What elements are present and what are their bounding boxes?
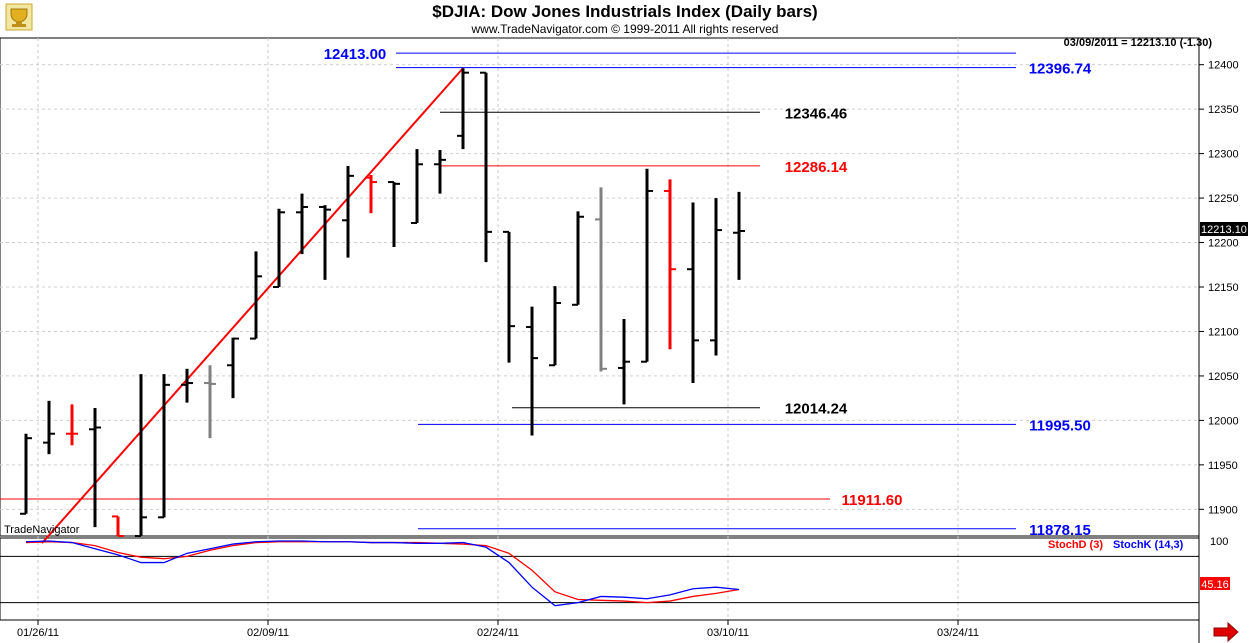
- ohlc-bar: [457, 68, 469, 150]
- level-label: 12396.74: [1029, 61, 1092, 78]
- chart-title: $DJIA: Dow Jones Industrials Index (Dail…: [432, 2, 817, 21]
- ohlc-bar: [296, 193, 308, 255]
- level-label: 11995.50: [1029, 417, 1091, 434]
- price-bars: [20, 68, 745, 537]
- chart-subtitle: www.TradeNavigator.com © 1999-2011 All r…: [471, 22, 779, 36]
- ohlc-bar: [687, 202, 699, 384]
- ohlc-bar: [503, 230, 515, 363]
- ohlc-bar: [181, 368, 193, 403]
- gridlines: [0, 38, 1199, 620]
- level-label: 12413.00: [324, 46, 387, 63]
- x-tick-label: 02/24/11: [477, 627, 519, 639]
- trophy-icon: [5, 3, 33, 31]
- ohlc-bar: [710, 198, 722, 356]
- ohlc-bar: [158, 374, 170, 519]
- level-label: 12346.46: [785, 105, 848, 122]
- level-label: 12014.24: [785, 401, 848, 418]
- last-price-label: 12213.10: [1201, 224, 1247, 236]
- ohlc-bar: [112, 515, 124, 537]
- ohlc-bar: [227, 337, 239, 399]
- stochastic-panel: 100: [0, 536, 1228, 607]
- ohlc-bar: [135, 374, 147, 537]
- ohlc-bar: [250, 251, 262, 340]
- x-tick-label: 03/10/11: [707, 627, 749, 639]
- y-tick-label: 11950: [1208, 460, 1238, 472]
- y-tick-label: 12150: [1208, 282, 1239, 294]
- y-tick-label: 12050: [1208, 371, 1239, 383]
- ohlc-bar: [618, 319, 630, 405]
- y-tick-label: 12250: [1208, 193, 1239, 205]
- ohlc-bar: [319, 205, 331, 280]
- level-label: 11911.60: [842, 492, 903, 509]
- ohlc-bar: [572, 211, 584, 306]
- ohlc-bar: [434, 150, 446, 194]
- level-lines: 12413.00 12396.74 12346.46 12286.14 12014.24…: [0, 46, 1092, 539]
- y-tick-label: 12300: [1208, 149, 1239, 161]
- y-tick-label: 12100: [1208, 326, 1239, 338]
- stoch-line: [25, 540, 740, 607]
- level-label: 11878.15: [1029, 522, 1091, 539]
- ohlc-bar: [342, 166, 354, 258]
- ohlc-bar: [273, 208, 285, 288]
- last-price-tag: [1200, 222, 1248, 236]
- legend-stochk: StochK (14,3): [1113, 539, 1184, 551]
- level-label: 12286.14: [785, 159, 848, 176]
- x-tick-label: 03/24/11: [937, 627, 979, 639]
- y-tick-label: 11900: [1208, 504, 1238, 516]
- stoch-value-tag: [1200, 577, 1230, 590]
- y-tick-label: 12350: [1208, 104, 1239, 116]
- x-tick-label: 01/26/11: [17, 627, 59, 639]
- y-tick-label: 12000: [1208, 415, 1239, 427]
- ohlc-bar: [43, 400, 55, 455]
- watermark: TradeNavigator: [4, 524, 80, 536]
- ohlc-bar: [20, 433, 32, 515]
- trendline-group: [41, 67, 464, 544]
- ohlc-bar: [549, 286, 561, 367]
- osc-y-tick-label: 100: [1210, 536, 1228, 548]
- ohlc-bar: [480, 71, 492, 263]
- ohlc-bar: [641, 168, 653, 363]
- ohlc-bar: [204, 365, 216, 439]
- ohlc-bar: [526, 306, 538, 436]
- y-tick-label: 12200: [1208, 238, 1239, 250]
- last-quote-readout: 03/09/2011 = 12213.10 (-1.30): [1064, 37, 1213, 49]
- price-axis: 11900 11950 12000 12050 12100 12150 12200 12250…: [1199, 60, 1239, 516]
- ohlc-bar: [733, 191, 745, 280]
- oscillator-plot-frame: [0, 537, 1200, 621]
- ohlc-bar: [365, 174, 377, 214]
- trendline: [41, 67, 464, 544]
- x-tick-label: 02/09/11: [247, 627, 289, 639]
- ohlc-bar: [66, 404, 78, 446]
- stoch-value-label: 45.16: [1201, 579, 1229, 591]
- stoch-line: [25, 541, 740, 604]
- y-tick-label: 12400: [1208, 60, 1239, 72]
- ohlc-bar: [595, 187, 607, 372]
- ohlc-bar: [411, 149, 423, 224]
- date-axis: 01/26/11 02/09/11 02/24/11 03/10/11 03/24/11: [17, 620, 979, 639]
- ohlc-bar: [388, 181, 400, 247]
- ohlc-bar: [664, 179, 676, 350]
- ohlc-bar: [89, 407, 101, 528]
- arrow-right-icon[interactable]: [1213, 621, 1239, 643]
- legend-stochd: StochD (3): [1048, 539, 1103, 551]
